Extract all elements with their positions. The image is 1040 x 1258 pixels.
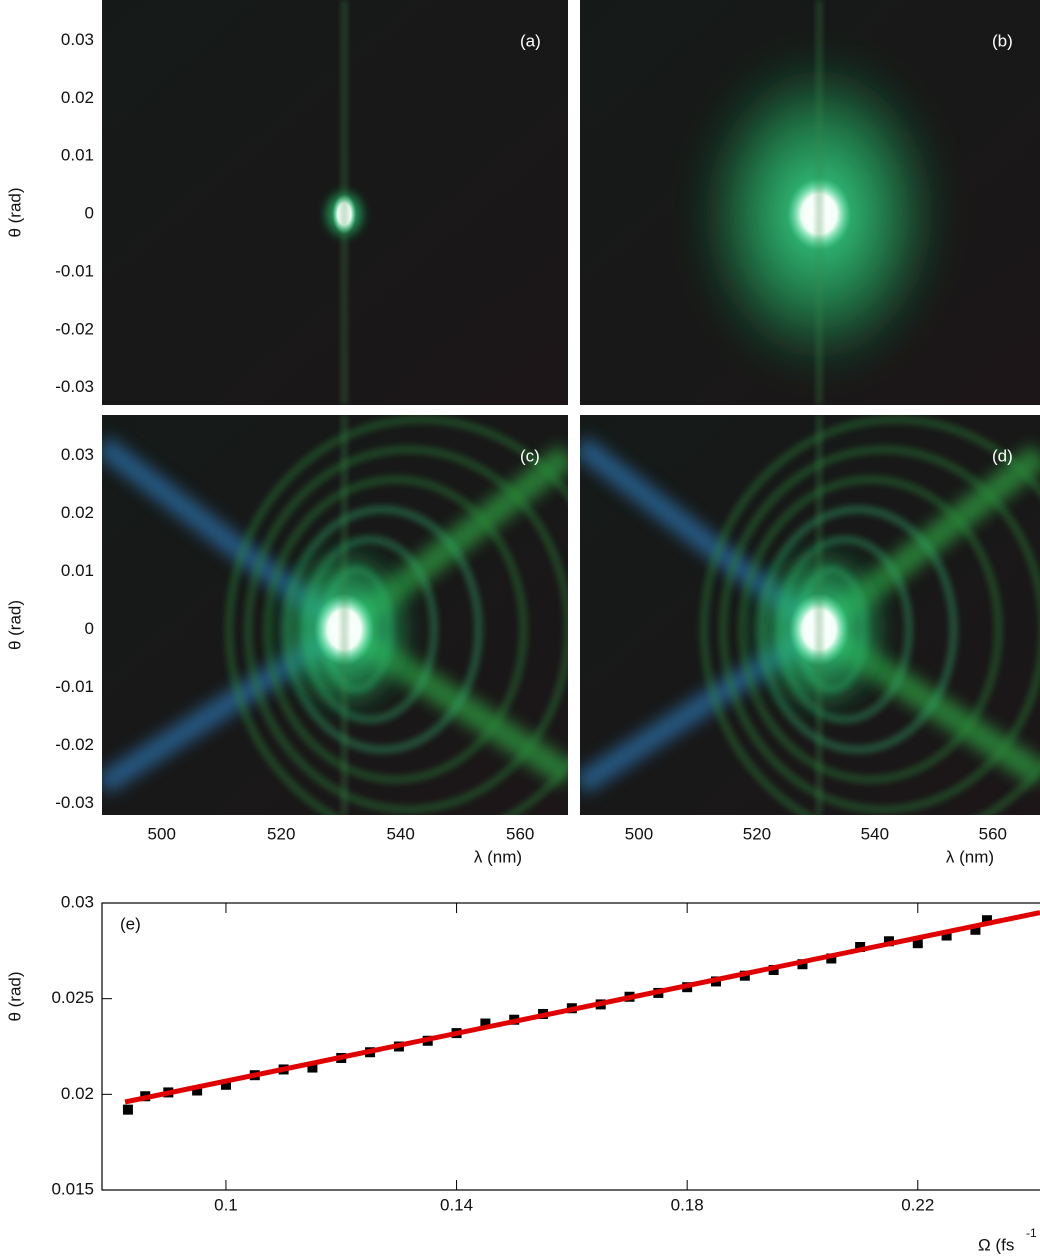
y-tick-label: 0.03 (61, 445, 94, 464)
x-tick-label: 0.18 (671, 1195, 704, 1214)
y-tick-label: 0.015 (51, 1179, 94, 1198)
fringe (224, 415, 568, 815)
y-axis-label: θ (rad) (5, 187, 24, 237)
data-point (912, 938, 923, 949)
spectrometer-line (341, 415, 348, 815)
y-tick-label: 0.02 (61, 1084, 94, 1103)
panel-label: (b) (992, 31, 1013, 50)
y-tick-label: -0.01 (55, 261, 94, 280)
x-tick-label: 0.22 (901, 1195, 934, 1214)
data-point (941, 930, 952, 941)
plot-frame (101, 902, 1040, 1191)
data-point (883, 936, 894, 947)
x-tick-label: 500 (148, 824, 176, 843)
y-tick-label: -0.03 (55, 377, 94, 396)
data-point (970, 924, 981, 935)
x-axis-label: Ω (fs (978, 1235, 1014, 1254)
x-tick-label: 520 (743, 824, 771, 843)
x-axis-label-exponent: -1 (1026, 1226, 1037, 1240)
x-tick-label: 500 (625, 824, 653, 843)
data-point (122, 1104, 133, 1115)
x-tick-label: 540 (861, 824, 889, 843)
y-tick-label: -0.03 (55, 793, 94, 812)
data-point (855, 942, 866, 953)
photo (580, 415, 1040, 815)
y-tick-label: 0.01 (61, 561, 94, 580)
y-tick-label: 0.03 (61, 30, 94, 49)
fringe (699, 415, 1040, 815)
x-axis-label: λ (nm) (946, 847, 994, 866)
y-tick-label: -0.02 (55, 735, 94, 754)
y-tick-label: 0 (85, 204, 94, 223)
panel-label: (e) (120, 914, 141, 933)
data-point (220, 1079, 231, 1090)
x-tick-label: 0.1 (214, 1195, 238, 1214)
y-tick-label: -0.02 (55, 319, 94, 338)
photo (102, 415, 568, 815)
panel-label: (a) (520, 31, 541, 50)
y-tick-label: -0.01 (55, 677, 94, 696)
y-tick-label: 0.03 (61, 892, 94, 911)
data-point (307, 1062, 318, 1073)
y-tick-label: 0.02 (61, 88, 94, 107)
x-tick-label: 0.14 (440, 1195, 473, 1214)
panel-label: (d) (992, 446, 1013, 465)
data-point (192, 1085, 203, 1096)
spectrometer-line (816, 415, 823, 815)
fit-line (124, 910, 1040, 1105)
fringe (718, 445, 1040, 814)
x-tick-label: 560 (979, 824, 1007, 843)
fringe (243, 445, 568, 814)
y-tick-label: 0.025 (51, 988, 94, 1007)
y-tick-label: 0 (85, 619, 94, 638)
y-tick-label: 0.02 (61, 503, 94, 522)
y-tick-label: 0.01 (61, 146, 94, 165)
x-tick-label: 560 (506, 824, 534, 843)
photo (102, 0, 568, 405)
spectrometer-line (816, 0, 823, 405)
x-axis-label: λ (nm) (474, 847, 522, 866)
data-point (981, 915, 992, 926)
x-tick-label: 540 (387, 824, 415, 843)
panel-label: (c) (520, 446, 540, 465)
data-point (826, 953, 837, 964)
y-axis-label: θ (rad) (5, 971, 24, 1021)
data-point (480, 1018, 491, 1029)
y-axis-label: θ (rad) (5, 600, 24, 650)
x-tick-label: 520 (267, 824, 295, 843)
spectrometer-line (341, 0, 348, 405)
photo (580, 0, 1040, 405)
